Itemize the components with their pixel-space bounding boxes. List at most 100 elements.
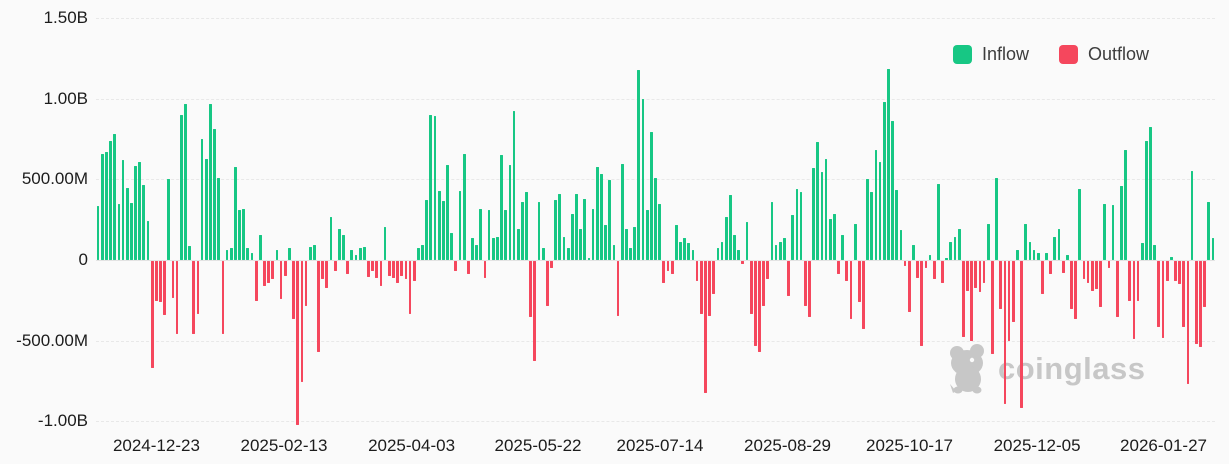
inflow-bar[interactable] [1045,253,1048,260]
inflow-bar[interactable] [100,154,104,260]
inflow-bar[interactable] [833,214,836,260]
outflow-bar[interactable] [325,261,329,288]
inflow-bar[interactable] [129,202,133,260]
outflow-bar[interactable] [862,261,865,330]
outflow-bar[interactable] [857,261,861,303]
outflow-bar[interactable] [903,261,907,266]
inflow-bar[interactable] [496,236,499,260]
inflow-bar[interactable] [258,235,262,260]
inflow-bar[interactable] [142,184,146,260]
inflow-bar[interactable] [691,249,695,260]
inflow-bar[interactable] [96,205,100,260]
inflow-bar[interactable] [625,228,628,260]
outflow-bar[interactable] [159,261,162,303]
inflow-bar[interactable] [737,249,741,260]
inflow-bar[interactable] [1149,126,1152,260]
inflow-bar[interactable] [417,248,420,260]
outflow-bar[interactable] [837,261,840,275]
outflow-bar[interactable] [753,261,757,346]
inflow-bar[interactable] [225,250,229,260]
inflow-bar[interactable] [537,201,541,260]
inflow-bar[interactable] [899,230,903,260]
outflow-bar[interactable] [808,261,811,318]
inflow-bar[interactable] [791,215,795,260]
outflow-bar[interactable] [317,261,320,353]
outflow-bar[interactable] [304,261,308,306]
outflow-bar[interactable] [1070,261,1073,310]
inflow-bar[interactable] [433,116,437,260]
inflow-bar[interactable] [633,226,637,260]
outflow-bar[interactable] [292,261,295,320]
inflow-bar[interactable] [508,165,512,260]
inflow-bar[interactable] [949,241,953,260]
outflow-bar[interactable] [1020,261,1023,409]
outflow-bar[interactable] [150,261,154,369]
inflow-bar[interactable] [945,258,949,260]
outflow-bar[interactable] [379,261,383,286]
inflow-bar[interactable] [679,241,682,260]
outflow-bar[interactable] [321,261,325,280]
inflow-bar[interactable] [138,161,142,260]
outflow-bar[interactable] [1132,261,1136,339]
outflow-bar[interactable] [529,261,533,318]
inflow-bar[interactable] [687,243,691,260]
inflow-bar[interactable] [358,248,362,260]
inflow-bar[interactable] [645,210,649,260]
inflow-bar[interactable] [209,104,212,260]
outflow-bar[interactable] [670,261,674,275]
inflow-bar[interactable] [957,228,961,260]
inflow-bar[interactable] [125,188,129,260]
inflow-bar[interactable] [1078,188,1082,260]
inflow-bar[interactable] [953,236,957,260]
inflow-bar[interactable] [595,167,599,260]
outflow-bar[interactable] [1199,261,1202,348]
inflow-bar[interactable] [354,254,358,260]
inflow-bar[interactable] [541,248,545,260]
outflow-bar[interactable] [171,261,175,299]
outflow-bar[interactable] [454,261,458,271]
inflow-bar[interactable] [562,236,566,260]
inflow-bar[interactable] [288,248,291,260]
inflow-bar[interactable] [658,203,662,260]
outflow-bar[interactable] [371,261,374,271]
inflow-bar[interactable] [487,210,491,260]
inflow-bar[interactable] [525,191,528,260]
inflow-bar[interactable] [654,178,657,260]
inflow-bar[interactable] [912,244,915,260]
inflow-bar[interactable] [604,225,607,260]
inflow-bar[interactable] [1065,254,1069,260]
outflow-bar[interactable] [300,261,304,383]
inflow-bar[interactable] [1190,171,1194,260]
inflow-bar[interactable] [1120,186,1123,260]
outflow-bar[interactable] [263,261,266,286]
inflow-bar[interactable] [504,210,508,260]
inflow-bar[interactable] [475,244,478,260]
outflow-bar[interactable] [758,261,761,353]
inflow-bar[interactable] [233,167,237,260]
inflow-bar[interactable] [217,178,221,260]
inflow-bar[interactable] [134,165,137,260]
inflow-bar[interactable] [828,219,832,260]
outflow-bar[interactable] [907,261,911,313]
outflow-bar[interactable] [916,261,919,278]
inflow-bar[interactable] [383,226,387,260]
inflow-bar[interactable] [1036,253,1040,260]
inflow-bar[interactable] [242,208,246,260]
outflow-bar[interactable] [924,261,928,268]
legend-item-inflow[interactable]: Inflow [952,44,1029,65]
outflow-bar[interactable] [267,261,270,283]
outflow-bar[interactable] [1203,261,1206,308]
outflow-bar[interactable] [483,261,487,278]
inflow-bar[interactable] [1024,223,1028,260]
inflow-bar[interactable] [591,208,595,260]
inflow-bar[interactable] [1169,257,1173,260]
inflow-bar[interactable] [1032,249,1036,260]
outflow-bar[interactable] [787,261,790,296]
legend-item-outflow[interactable]: Outflow [1058,44,1149,65]
inflow-bar[interactable] [113,134,117,260]
inflow-bar[interactable] [674,225,678,260]
outflow-bar[interactable] [1128,261,1132,301]
outflow-bar[interactable] [1095,261,1098,290]
inflow-bar[interactable] [450,233,454,260]
inflow-bar[interactable] [458,191,462,260]
